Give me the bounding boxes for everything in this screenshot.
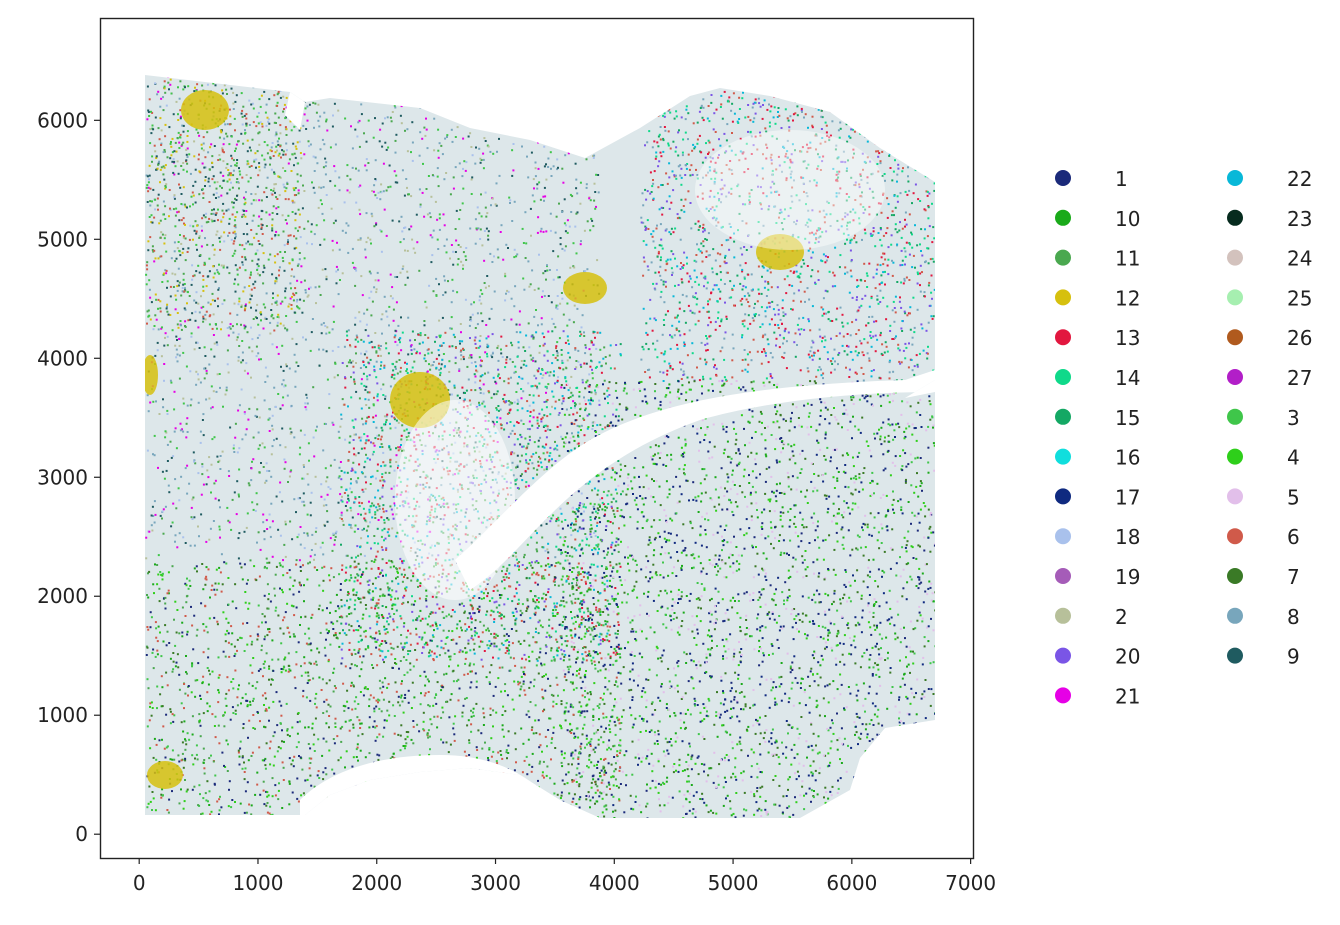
legend-label-23: 23 [1287,207,1312,231]
legend-marker-16 [1055,448,1071,465]
y-tick-label: 1000 [37,703,88,727]
y-axis: 0 1000 2000 3000 4000 5000 6000 [37,108,100,846]
x-tick-label: 7000 [945,871,996,895]
x-tick-label: 4000 [589,871,640,895]
legend-label-13: 13 [1115,326,1140,350]
legend-marker-4 [1227,448,1243,465]
legend-label-2: 2 [1115,605,1128,629]
legend-marker-12 [1055,289,1071,306]
legend-label-22: 22 [1287,167,1312,191]
legend-label-7: 7 [1287,565,1300,589]
legend-label-26: 26 [1287,326,1312,350]
x-tick-label: 0 [133,871,146,895]
lumen-gaps [285,92,935,818]
y-tick-label: 4000 [37,346,88,370]
x-tick-label: 3000 [470,871,521,895]
legend-marker-3 [1227,408,1243,425]
cluster-12-blobs [145,90,804,789]
legend-label-10: 10 [1115,207,1140,231]
legend-marker-8 [1227,607,1243,624]
legend-marker-26 [1227,329,1243,346]
x-tick-label: 6000 [826,871,877,895]
legend-marker-5 [1227,488,1243,505]
legend-marker-21 [1055,687,1071,704]
legend-marker-15 [1055,408,1071,425]
legend-label-25: 25 [1287,286,1312,310]
legend-label-4: 4 [1287,446,1300,470]
legend-label-27: 27 [1287,366,1312,390]
legend-label-1: 1 [1115,167,1128,191]
legend-marker-18 [1055,528,1071,545]
scatter-zone-5 [145,560,622,818]
y-tick-label: 6000 [37,108,88,132]
legend-marker-19 [1055,568,1071,584]
legend-label-8: 8 [1287,605,1300,629]
legend-label-17: 17 [1115,485,1140,509]
legend-marker-23 [1227,209,1243,226]
legend-label-9: 9 [1287,645,1300,669]
legend-marker-2 [1055,607,1071,624]
legend-marker-13 [1055,329,1071,346]
legend-label-21: 21 [1115,684,1140,708]
legend-marker-25 [1227,289,1243,306]
tissue-scatter-points [145,75,935,818]
y-tick-label: 5000 [37,227,88,251]
scatter-points-layer [145,75,935,818]
legend-marker-20 [1055,647,1071,664]
y-tick-label: 0 [75,822,88,846]
legend-marker-6 [1227,528,1243,545]
legend-marker-27 [1227,369,1243,385]
legend-marker-9 [1227,647,1243,664]
legend-marker-24 [1227,249,1243,266]
scatter-zone-1 [145,75,602,562]
legend-label-24: 24 [1287,247,1312,271]
y-tick-label: 3000 [37,465,88,489]
legend: 1 10 11 12 13 14 15 16 17 18 19 2 20 21 22 23 24 25 26 27 3 4… [1055,167,1312,708]
legend-label-3: 3 [1287,406,1300,430]
legend-label-6: 6 [1287,525,1300,549]
legend-marker-14 [1055,369,1071,385]
legend-marker-1 [1055,170,1071,186]
legend-label-14: 14 [1115,366,1140,390]
y-tick-label: 2000 [37,584,88,608]
plot-frame [99,17,975,860]
legend-label-5: 5 [1287,485,1300,509]
x-tick-label: 2000 [351,871,402,895]
legend-label-12: 12 [1115,286,1140,310]
x-axis: 0 1000 2000 3000 4000 5000 6000 7000 [133,858,996,895]
legend-label-20: 20 [1115,645,1140,669]
x-tick-label: 1000 [233,871,284,895]
legend-marker-11 [1055,249,1071,266]
legend-marker-7 [1227,568,1243,584]
legend-label-19: 19 [1115,565,1140,589]
legend-label-18: 18 [1115,525,1140,549]
x-tick-label: 5000 [708,871,759,895]
legend-marker-22 [1227,170,1243,186]
legend-label-16: 16 [1115,446,1140,470]
legend-marker-17 [1055,488,1071,505]
legend-label-15: 15 [1115,406,1140,430]
legend-label-11: 11 [1115,247,1140,271]
scatter-zone-6 [145,76,302,332]
legend-marker-10 [1055,209,1071,226]
